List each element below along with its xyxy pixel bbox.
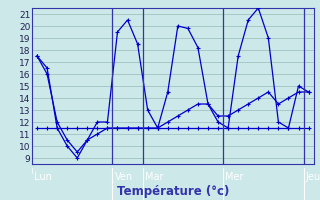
Text: Jeu: Jeu	[306, 172, 320, 182]
Text: Mar: Mar	[145, 172, 163, 182]
Text: Lun: Lun	[34, 172, 52, 182]
Text: Ven: Ven	[115, 172, 132, 182]
Text: Température (°c): Température (°c)	[116, 185, 229, 198]
Text: Mer: Mer	[225, 172, 244, 182]
